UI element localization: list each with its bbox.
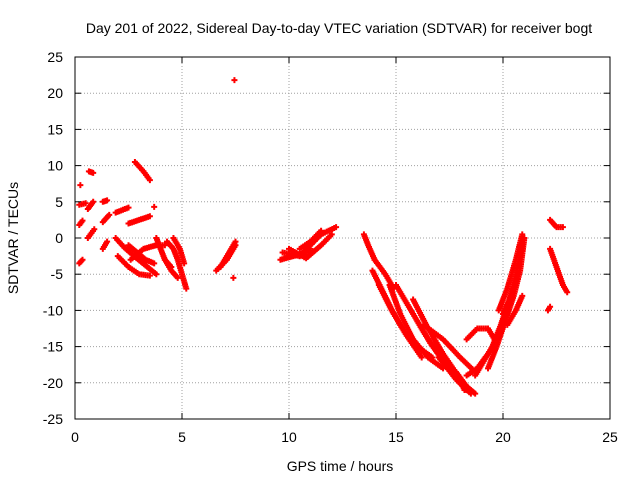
data-point <box>232 238 239 245</box>
x-axis-label: GPS time / hours <box>287 458 394 474</box>
y-tick-label: -20 <box>43 375 63 391</box>
data-series-segment <box>420 321 479 375</box>
data-point <box>125 204 132 211</box>
x-tick-label: 5 <box>178 429 186 445</box>
data-point <box>174 274 181 281</box>
data-point <box>151 203 158 210</box>
data-series-segment <box>164 238 190 292</box>
data-series-segment <box>76 256 86 267</box>
data-series-segment <box>76 200 89 208</box>
data-series-segment <box>76 217 86 228</box>
y-tick-label: -25 <box>43 411 63 427</box>
data-point <box>230 274 237 281</box>
y-tick-label: -10 <box>43 302 63 318</box>
data-point <box>77 182 84 189</box>
data-series-segment <box>452 368 479 397</box>
data-series-segment <box>84 198 97 213</box>
y-axis-label: SDTVAR / TECUs <box>5 182 21 294</box>
ticks <box>74 56 611 420</box>
data-point <box>512 278 519 285</box>
data-point <box>146 272 153 279</box>
data-series-segment <box>77 182 84 189</box>
chart-title: Day 201 of 2022, Sidereal Day-to-day VTE… <box>86 20 592 36</box>
data-series-segment <box>217 238 239 270</box>
data-point <box>231 77 238 84</box>
data-series-segment <box>547 216 566 231</box>
data-point <box>183 285 190 292</box>
data-series-segment <box>386 282 447 372</box>
x-tick-label: 0 <box>71 429 79 445</box>
data-series-segment <box>125 213 153 227</box>
data-series-segment <box>85 168 97 176</box>
data-point <box>91 226 98 233</box>
y-tick-label: 5 <box>55 194 63 210</box>
data-point <box>79 256 86 263</box>
data-point <box>472 390 479 397</box>
data-point <box>90 169 97 176</box>
data-point <box>181 260 188 267</box>
data-series-segment <box>170 235 188 267</box>
data-series-segment <box>230 274 237 281</box>
data-point <box>333 224 340 231</box>
x-tick-label: 20 <box>495 429 511 445</box>
data-point <box>82 200 89 207</box>
y-tick-label: -5 <box>51 266 64 282</box>
data-point <box>151 260 158 267</box>
x-tick-label: 15 <box>388 429 404 445</box>
data-point <box>153 271 160 278</box>
data-point <box>418 354 425 361</box>
y-tick-label: 0 <box>55 230 63 246</box>
y-tick-label: 20 <box>47 85 63 101</box>
data-series-segment <box>131 158 153 184</box>
data-series-segment <box>495 231 526 314</box>
data-series-segment <box>99 197 111 205</box>
data-point <box>104 238 111 245</box>
data-series-segment <box>485 235 528 372</box>
data-series-segment <box>500 278 519 318</box>
data-point <box>146 177 153 184</box>
data-point <box>318 227 325 234</box>
data-point <box>90 198 97 205</box>
data-series-segment <box>544 303 554 314</box>
data-series-segment <box>231 77 238 84</box>
x-tick-label: 25 <box>602 429 618 445</box>
grid <box>75 57 610 419</box>
data-point <box>79 217 86 224</box>
data-series-segment <box>547 245 571 296</box>
data-point <box>564 289 571 296</box>
data-series-segment <box>99 211 113 226</box>
data-point <box>328 231 335 238</box>
data-point <box>519 292 526 299</box>
y-tick-label: 15 <box>47 121 63 137</box>
data-point <box>104 197 111 204</box>
x-tick-label: 10 <box>281 429 297 445</box>
y-tick-label: 10 <box>47 158 63 174</box>
data-series-segment <box>112 204 132 216</box>
y-tick-label: -15 <box>43 339 63 355</box>
data-series-segment <box>114 253 153 279</box>
data-series-segment <box>151 203 158 210</box>
data-series-segment <box>99 238 111 252</box>
data-series-segment <box>84 226 98 241</box>
data-series-segment <box>161 256 181 281</box>
data-points <box>76 77 571 397</box>
data-series-segment <box>504 292 526 328</box>
data-series-segment <box>296 227 325 252</box>
data-point <box>559 224 566 231</box>
y-tick-label: 25 <box>47 49 63 65</box>
data-point <box>146 213 153 220</box>
tick-labels: 0 5 10 15 20 25 -25 -20 -15 -10 -5 0 5 10 15 20 25 <box>43 49 618 445</box>
data-point <box>106 211 113 218</box>
data-series-segment <box>360 231 378 263</box>
data-point <box>519 231 526 238</box>
data-point <box>547 303 554 310</box>
